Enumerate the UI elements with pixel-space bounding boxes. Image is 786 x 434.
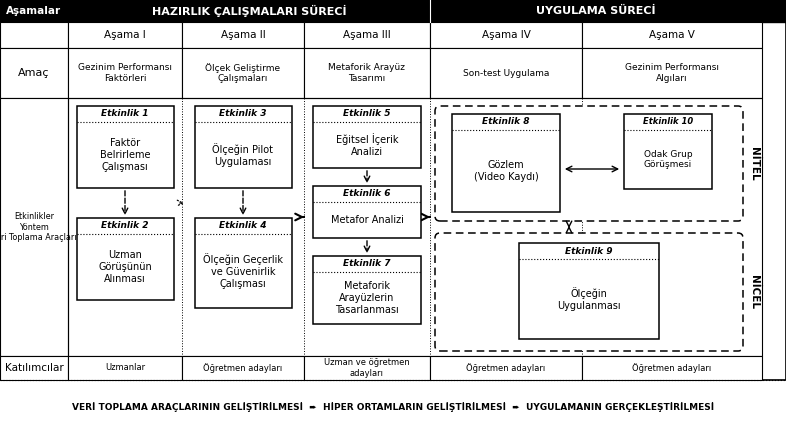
Text: Gözlem
(Video Kaydı): Gözlem (Video Kaydı) [474,160,538,182]
Bar [582,356,762,380]
Text: Ölçeğin Pilot
Uygulaması: Ölçeğin Pilot Uygulaması [212,143,274,167]
FancyBboxPatch shape [435,106,743,221]
Text: Aşama II: Aşama II [221,30,266,40]
Text: Faktör
Belrirleme
Çalışması: Faktör Belrirleme Çalışması [100,138,150,171]
Text: Etkinlik 2: Etkinlik 2 [101,221,149,230]
Text: Etkinlik 1: Etkinlik 1 [101,109,149,118]
Text: HAZIRLIK ÇALIŞMALARI SÜRECİ: HAZIRLIK ÇALIŞMALARI SÜRECİ [152,5,347,17]
Text: Etkinlik 9: Etkinlik 9 [565,247,613,256]
Text: Amaç: Amaç [18,68,50,78]
Bar [313,106,421,168]
Bar [624,114,712,189]
Text: Öğretmen adayları: Öğretmen adayları [633,363,711,373]
Bar [313,186,421,238]
Bar [304,48,430,98]
Text: Aşama V: Aşama V [649,30,695,40]
Bar [582,22,762,48]
Bar [452,114,560,212]
Text: Uzman
Görüşünün
Alınması: Uzman Görüşünün Alınması [98,250,152,283]
Bar [182,356,304,380]
Text: Metafor Analizi: Metafor Analizi [331,215,403,225]
Bar [76,106,174,188]
Text: Etkinlik 10: Etkinlik 10 [643,118,693,126]
Bar [76,218,174,300]
Bar [182,48,304,98]
Bar [68,356,182,380]
Text: Gezinim Performansı
Algıları: Gezinim Performansı Algıları [625,63,719,83]
Text: Etkinlik 3: Etkinlik 3 [219,109,266,118]
Bar [182,22,304,48]
Text: UYGULAMA SÜRECİ: UYGULAMA SÜRECİ [536,6,656,16]
Text: Etkinlik 6: Etkinlik 6 [343,190,391,198]
Text: Ölçeğin Geçerlik
ve Güvenirlik
Çalışması: Ölçeğin Geçerlik ve Güvenirlik Çalışması [203,253,283,289]
Bar [0,0,786,22]
Bar [68,48,182,98]
Text: NİTEL: NİTEL [749,147,759,180]
Bar [0,356,68,380]
Text: Gezinim Performansı
Faktörleri: Gezinim Performansı Faktörleri [78,63,172,83]
Bar [194,106,292,188]
Text: Uzman ve öğretmen
adayları: Uzman ve öğretmen adayları [324,358,410,378]
Bar [0,0,786,380]
Text: Aşamalar: Aşamalar [6,6,61,16]
Bar [519,243,659,339]
Bar [430,356,582,380]
Bar [0,22,68,48]
Text: Katılımcılar: Katılımcılar [5,363,64,373]
Bar [68,22,182,48]
Bar [430,22,582,48]
Bar [304,22,430,48]
Text: Metaforik
Arayüzlerin
Tasarlanması: Metaforik Arayüzlerin Tasarlanması [335,281,399,315]
Text: VERİ TOPLAMA ARAÇLARININ GELİŞTİRİLMESİ  ➨  HİPER ORTAMLARIN GELİŞTİRİLMESİ  ➨  : VERİ TOPLAMA ARAÇLARININ GELİŞTİRİLMESİ … [72,402,714,412]
Bar [430,48,582,98]
Text: Ölçeğin
Uygulanması: Ölçeğin Uygulanması [557,287,621,311]
Text: Eğitsel İçerik
Analizi: Eğitsel İçerik Analizi [336,133,399,157]
Text: Metaforik Arayüz
Tasarımı: Metaforik Arayüz Tasarımı [329,63,406,83]
Text: Aşama III: Aşama III [343,30,391,40]
Bar [582,48,762,98]
Text: Öğretmen adayları: Öğretmen adayları [204,363,283,373]
Bar [304,356,430,380]
Text: Etkinlikler
Yöntem
Veri Toplama Araçları: Etkinlikler Yöntem Veri Toplama Araçları [0,212,77,242]
Text: Uzmanlar: Uzmanlar [105,364,145,372]
Text: Son-test Uygulama: Son-test Uygulama [463,69,549,78]
Bar [194,218,292,308]
Text: Aşama IV: Aşama IV [482,30,531,40]
Text: Etkinlik 5: Etkinlik 5 [343,109,391,118]
Bar [0,98,68,356]
Text: Etkinlik 4: Etkinlik 4 [219,221,266,230]
Text: Ölçek Geliştirme
Çalışmaları: Ölçek Geliştirme Çalışmaları [205,63,281,83]
Text: Etkinlik 8: Etkinlik 8 [483,118,530,126]
Text: Aşama I: Aşama I [104,30,146,40]
FancyBboxPatch shape [435,233,743,351]
Text: Öğretmen adayları: Öğretmen adayları [466,363,545,373]
Bar [313,256,421,324]
Bar [68,98,762,356]
Text: NİCEL: NİCEL [749,275,759,309]
Text: Odak Grup
Görüşmesi: Odak Grup Görüşmesi [644,150,692,169]
Text: Etkinlik 7: Etkinlik 7 [343,260,391,269]
Bar [0,48,68,98]
